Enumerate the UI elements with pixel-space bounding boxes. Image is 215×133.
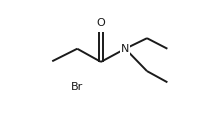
Text: N: N [121,44,129,54]
Text: O: O [97,18,105,28]
Text: Br: Br [71,82,83,92]
